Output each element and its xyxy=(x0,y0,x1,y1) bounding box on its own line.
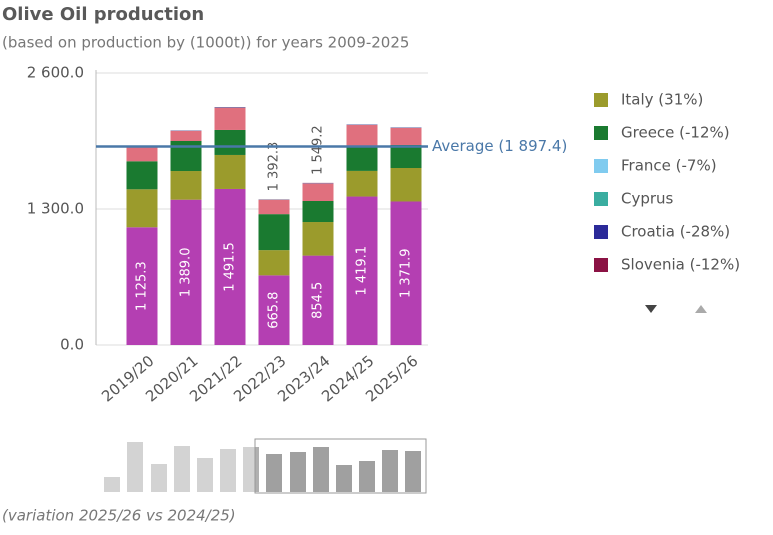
legend-label: France (-7%) xyxy=(621,157,717,175)
bar-segment xyxy=(347,125,378,147)
y-tick-label: 2 600.0 xyxy=(27,64,84,82)
chart-subtitle: (based on production by (1000t)) for yea… xyxy=(2,34,409,52)
bar-segment xyxy=(347,171,378,197)
overview-bar xyxy=(336,465,352,492)
bar-segment xyxy=(127,161,158,189)
bar-segment xyxy=(303,201,334,222)
value-label: 1 125.3 xyxy=(135,261,150,311)
legend-label: Croatia (-28%) xyxy=(621,223,730,241)
bar-segment xyxy=(127,189,158,227)
bar-segment xyxy=(171,171,202,200)
value-label: 1 419.1 xyxy=(355,246,370,296)
legend-swatch xyxy=(594,126,608,140)
bar-segment xyxy=(215,108,246,130)
y-tick-label: 1 300.0 xyxy=(27,200,84,218)
value-label: 1 371.9 xyxy=(399,248,414,298)
bar-segment xyxy=(259,250,290,275)
value-label: 1 389.0 xyxy=(179,248,194,298)
legend-label: Italy (31%) xyxy=(621,91,703,109)
legend-label: Greece (-12%) xyxy=(621,124,730,142)
total-label: 1 392.3 xyxy=(267,142,282,192)
overview-bar xyxy=(405,451,421,492)
bar-segment xyxy=(303,183,334,201)
bar-segment xyxy=(391,168,422,201)
bar-segment xyxy=(391,128,422,145)
bar-segment xyxy=(347,147,378,171)
bar-segment xyxy=(259,214,290,250)
chart-title: Olive Oil production xyxy=(2,4,204,25)
overview-bar xyxy=(359,461,375,492)
bar-segment xyxy=(259,200,290,214)
legend-swatch xyxy=(594,159,608,173)
legend-swatch xyxy=(594,192,608,206)
overview-scroller[interactable] xyxy=(100,439,426,493)
legend-swatch xyxy=(594,225,608,239)
value-label: 665.8 xyxy=(267,292,282,329)
value-label: 1 491.5 xyxy=(223,242,238,292)
footer-note: (variation 2025/26 vs 2024/25) xyxy=(2,507,236,525)
y-tick-label: 0.0 xyxy=(60,336,84,354)
overview-bar xyxy=(313,447,329,492)
overview-bar xyxy=(290,452,306,492)
overview-bar xyxy=(266,454,282,492)
bar-segment xyxy=(171,131,202,141)
legend-swatch xyxy=(594,93,608,107)
total-label: 1 549.2 xyxy=(311,125,326,175)
bar-segment xyxy=(215,130,246,155)
legend-label: Cyprus xyxy=(621,190,674,208)
bar-segment xyxy=(127,147,158,161)
bar-segment xyxy=(391,145,422,168)
overview-mask xyxy=(100,440,255,493)
average-label: Average (1 897.4) xyxy=(432,137,567,155)
legend-label: Slovenia (-12%) xyxy=(621,256,740,274)
bar-segment xyxy=(303,222,334,256)
overview-bar xyxy=(382,450,398,492)
legend-swatch xyxy=(594,258,608,272)
legend-scroll-down[interactable] xyxy=(645,305,657,313)
value-label: 854.5 xyxy=(311,282,326,319)
legend-scroll-up[interactable] xyxy=(695,305,707,313)
bar-segment xyxy=(215,155,246,189)
